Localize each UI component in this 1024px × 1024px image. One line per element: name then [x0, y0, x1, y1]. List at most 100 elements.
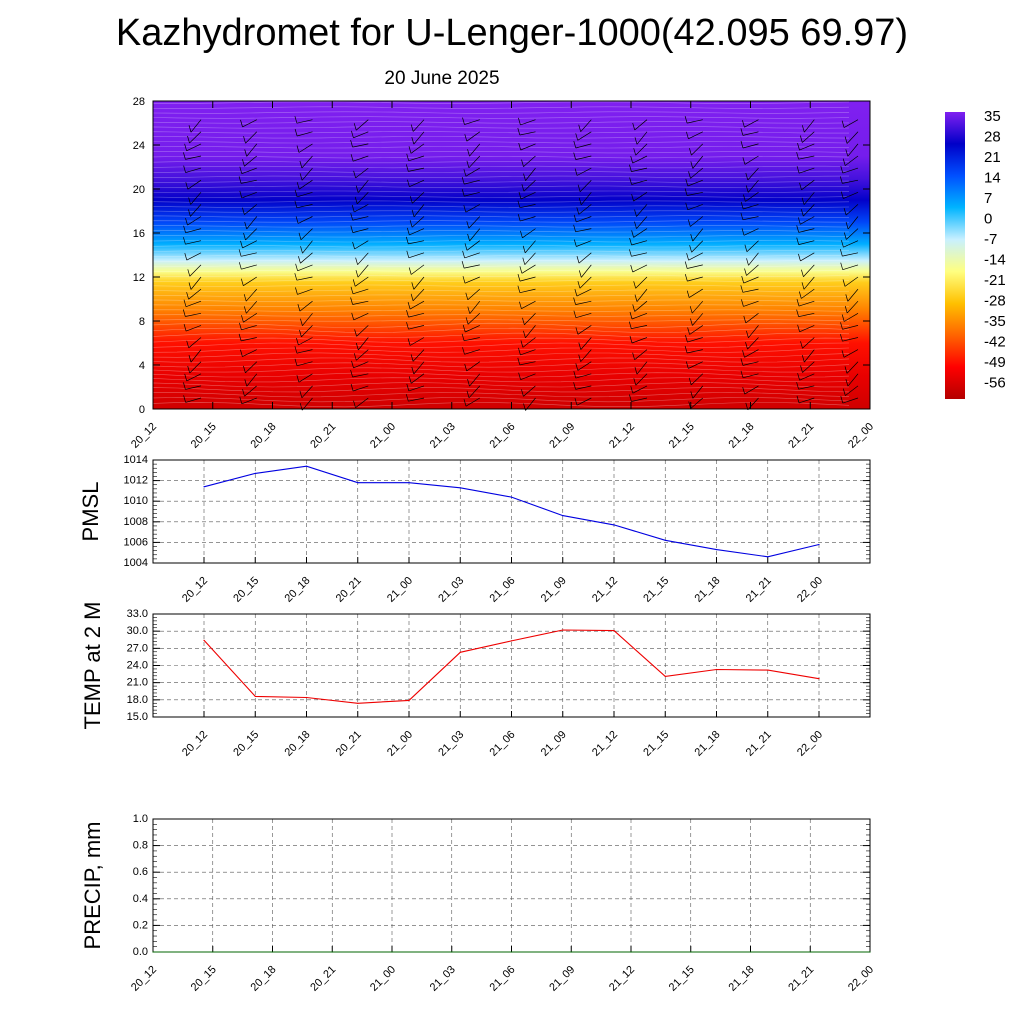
- x-tick-label: 20_15: [189, 421, 219, 451]
- wind-barb: [844, 312, 859, 322]
- data-point: [570, 951, 572, 953]
- wind-barb-flag: [351, 360, 354, 368]
- wind-barb-flag: [355, 185, 359, 193]
- y-tick-label: 8: [139, 316, 145, 328]
- y-tick-label: 20: [133, 184, 145, 196]
- wind-barb: [635, 143, 648, 156]
- wind-barb: [798, 312, 815, 317]
- wind-barb: [413, 204, 425, 218]
- wind-barb: [297, 288, 313, 295]
- x-tick-label: 21_21: [744, 575, 774, 605]
- wind-barb: [354, 204, 369, 213]
- wind-barb: [298, 337, 313, 346]
- wind-barb: [689, 288, 703, 298]
- wind-barb: [577, 325, 592, 335]
- wind-barb-flag: [355, 270, 359, 278]
- wind-barb: [352, 288, 369, 295]
- wind-barb-flag: [183, 165, 186, 173]
- contour-line: [152, 322, 850, 328]
- wind-barb-flag: [687, 219, 691, 227]
- wind-barb-flag: [239, 166, 243, 174]
- wind-barb-flag: [355, 257, 358, 265]
- wind-barb: [523, 155, 536, 167]
- wind-barb: [799, 373, 815, 381]
- wind-barb: [525, 325, 536, 339]
- contour-line: [152, 254, 850, 258]
- wind-barb-flag: [630, 264, 634, 273]
- wind-barb: [409, 179, 425, 188]
- wind-barb: [412, 288, 425, 302]
- wind-barb: [464, 276, 480, 284]
- wind-barb-flag: [407, 302, 411, 310]
- wind-barb: [189, 131, 202, 144]
- wind-barb: [245, 228, 258, 241]
- wind-barb-flag: [352, 279, 356, 287]
- wind-barb: [521, 300, 536, 310]
- wind-barb: [468, 385, 481, 399]
- colorbar-label: 7: [984, 190, 992, 207]
- wind-barb: [799, 325, 815, 333]
- wind-barb: [244, 385, 258, 397]
- wind-barb: [241, 167, 257, 175]
- y-tick-label: 0.8: [133, 840, 148, 852]
- wind-barb: [580, 337, 592, 350]
- colorbar-label: 14: [984, 170, 1001, 187]
- wind-barb-flag: [634, 221, 637, 229]
- wind-barb: [580, 349, 592, 362]
- wind-barb-flag: [462, 250, 465, 258]
- x-tick-label: 22_00: [795, 575, 825, 605]
- wind-barb-flag: [573, 371, 577, 379]
- wind-barb-flag: [299, 390, 303, 398]
- wind-barb: [803, 204, 815, 217]
- wind-barb-flag: [517, 357, 521, 365]
- wind-barb-flag: [406, 383, 410, 391]
- wind-barb-flag: [523, 330, 526, 338]
- wind-barb: [800, 216, 815, 225]
- wind-barb-flag: [188, 125, 192, 133]
- wind-barb-flag: [841, 350, 845, 358]
- wind-barb-flag: [188, 197, 191, 205]
- wind-barb: [579, 179, 592, 192]
- x-tick-label: 21_15: [667, 421, 697, 451]
- wind-barb: [688, 131, 703, 140]
- wind-barb-flag: [294, 128, 298, 137]
- wind-barb-flag: [187, 269, 191, 277]
- wind-barb: [297, 191, 313, 198]
- wind-barb-flag: [517, 200, 521, 208]
- data-point: [459, 487, 461, 489]
- x-tick-label: 21_12: [590, 729, 620, 759]
- wind-barb: [246, 216, 258, 230]
- wind-barb: [634, 300, 648, 312]
- wind-barb: [631, 252, 648, 257]
- x-tick-label: 21_18: [727, 421, 757, 451]
- x-tick-label: 21_12: [607, 421, 637, 451]
- wind-barb: [296, 119, 313, 124]
- wind-barb: [798, 385, 815, 390]
- wind-barb-flag: [689, 148, 692, 156]
- wind-barb-flag: [796, 395, 800, 403]
- wind-barb-flag: [574, 398, 578, 406]
- wind-barb-flag: [741, 276, 745, 284]
- colorbar-label: -49: [984, 354, 1006, 371]
- wind-barb: [187, 216, 202, 226]
- contour-line: [152, 397, 850, 403]
- wind-barb: [185, 167, 202, 173]
- wind-barb-flag: [242, 389, 245, 397]
- wind-barb-flag: [351, 204, 355, 213]
- wind-barb: [803, 264, 815, 277]
- wind-barb: [245, 288, 258, 302]
- wind-barb-flag: [688, 171, 691, 179]
- wind-barb-flag: [408, 267, 412, 275]
- y-tick-label: 18.0: [127, 694, 148, 706]
- wind-barb-flag: [632, 304, 636, 312]
- wind-barb: [847, 288, 859, 302]
- data-point: [451, 951, 453, 953]
- y-tick-label: 4: [139, 360, 145, 372]
- wind-barb: [631, 397, 648, 402]
- wind-barb: [578, 252, 592, 264]
- wind-barb: [847, 216, 859, 230]
- wind-barb: [522, 337, 536, 348]
- wind-barb-flag: [740, 128, 744, 136]
- x-tick-label: 20_15: [231, 575, 261, 605]
- wind-barb: [302, 313, 313, 326]
